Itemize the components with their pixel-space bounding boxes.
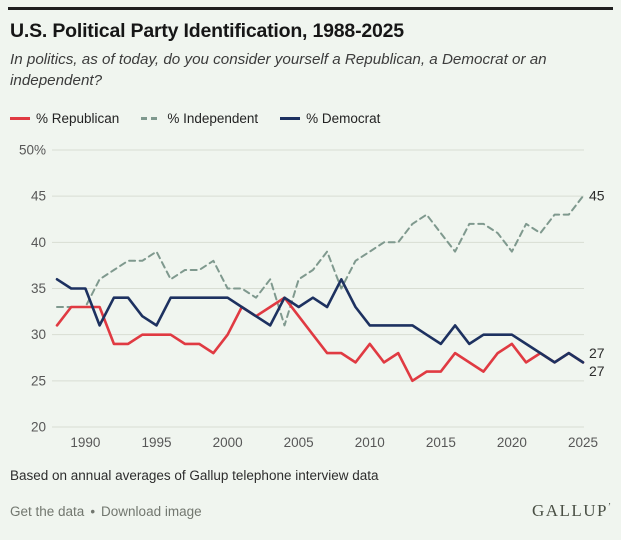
page-title: U.S. Political Party Identification, 198… <box>10 20 404 42</box>
y-tick-label: 30 <box>31 327 46 342</box>
y-tick-label: 50% <box>19 143 46 158</box>
y-tick-label: 45 <box>31 189 46 204</box>
legend-item-independent[interactable]: % Independent <box>141 111 258 126</box>
independent-line-swatch-icon <box>141 117 162 120</box>
trademark-mark: ’ <box>608 501 611 512</box>
x-tick-label: 1990 <box>70 435 100 450</box>
download-image-link[interactable]: Download image <box>101 503 202 519</box>
legend-item-democrat[interactable]: % Democrat <box>280 111 380 126</box>
series-line-democrat[interactable] <box>55 277 585 364</box>
x-tick-label: 2025 <box>568 435 598 450</box>
chart-header: U.S. Political Party Identification, 198… <box>10 20 606 92</box>
series-line-independent[interactable] <box>56 195 584 327</box>
y-tick-label: 20 <box>31 420 46 435</box>
footer-source: Based on annual averages of Gallup telep… <box>10 468 379 483</box>
link-separator: • <box>90 503 96 519</box>
gallup-logo: GALLUP’ <box>531 501 611 520</box>
end-value-label: 27 <box>589 345 605 361</box>
series-line-republican[interactable] <box>55 296 585 383</box>
get-the-data-link[interactable]: Get the data <box>10 503 85 519</box>
y-tick-label: 35 <box>31 281 46 296</box>
legend-label-democrat: % Democrat <box>306 111 381 126</box>
y-tick-label: 40 <box>31 235 46 250</box>
footer-links: Get the data • Download image <box>10 504 202 519</box>
republican-line-swatch-icon <box>10 117 30 120</box>
x-tick-label: 2010 <box>355 435 385 450</box>
legend-label-republican: % Republican <box>36 111 120 126</box>
x-tick-label: 2020 <box>497 435 527 450</box>
end-value-label: 45 <box>589 188 605 204</box>
y-tick-label: 25 <box>31 373 46 388</box>
top-accent-bar <box>8 7 613 10</box>
legend-label-independent: % Independent <box>167 111 259 126</box>
end-value-label: 27 <box>589 363 605 379</box>
x-tick-label: 1995 <box>141 435 171 450</box>
democrat-line-swatch-icon <box>280 117 301 120</box>
page-subtitle: In politics, as of today, do you conside… <box>10 51 547 89</box>
legend-item-republican[interactable]: % Republican <box>10 111 119 126</box>
x-tick-label: 2015 <box>426 435 456 450</box>
x-tick-label: 2000 <box>213 435 243 450</box>
legend: % Republican % Independent % Democrat <box>10 111 380 126</box>
footer-bar: Get the data • Download image GALLUP’ <box>10 500 611 522</box>
x-tick-label: 2005 <box>284 435 314 450</box>
